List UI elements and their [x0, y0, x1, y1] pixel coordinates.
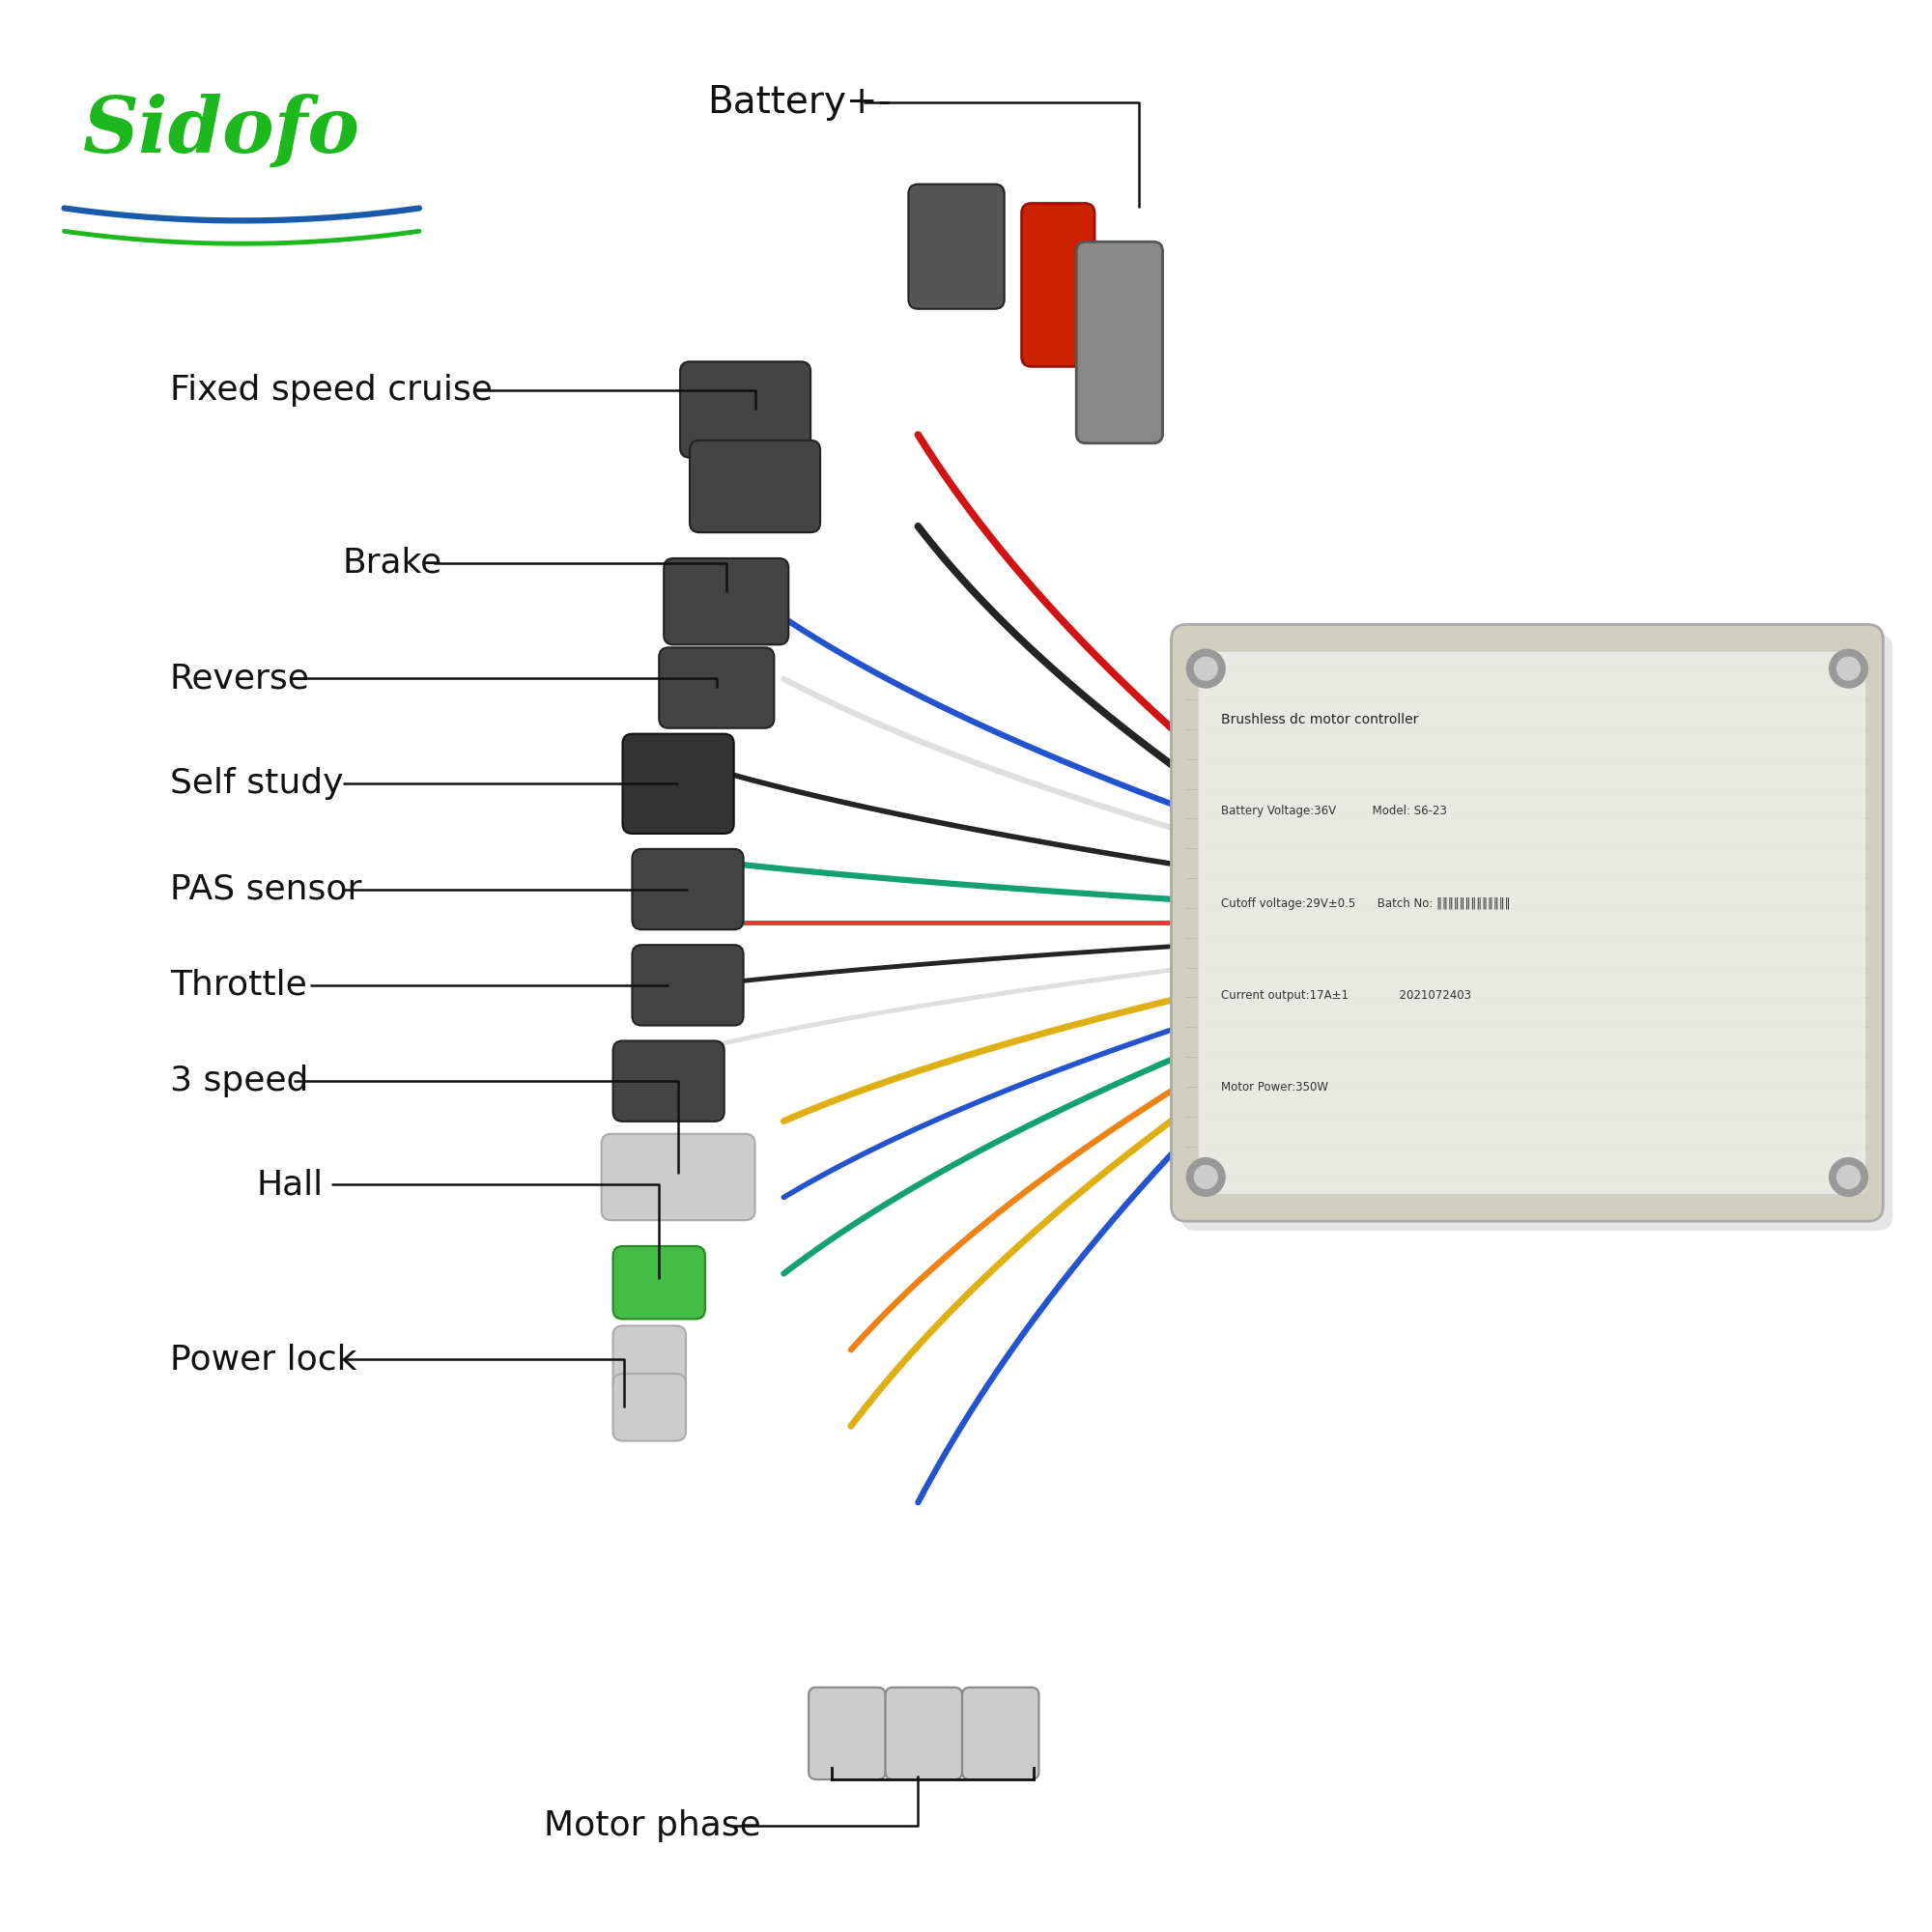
- Text: Brushless dc motor controller: Brushless dc motor controller: [1221, 713, 1418, 726]
- Circle shape: [1837, 657, 1861, 680]
- FancyBboxPatch shape: [680, 361, 811, 458]
- Text: Current output:17A±1              2021072403: Current output:17A±1 2021072403: [1221, 989, 1472, 1001]
- FancyBboxPatch shape: [622, 734, 734, 833]
- FancyBboxPatch shape: [810, 1687, 885, 1779]
- Circle shape: [1194, 657, 1217, 680]
- Text: Sidofo: Sidofo: [83, 93, 361, 168]
- Circle shape: [1186, 1157, 1225, 1196]
- FancyBboxPatch shape: [1022, 203, 1095, 367]
- Text: Fixed speed cruise: Fixed speed cruise: [170, 375, 493, 408]
- FancyBboxPatch shape: [1180, 634, 1893, 1231]
- Text: Battery Voltage:36V          Model: S6-23: Battery Voltage:36V Model: S6-23: [1221, 806, 1447, 817]
- Text: 3 speed: 3 speed: [170, 1065, 309, 1097]
- Text: Motor Power:350W: Motor Power:350W: [1221, 1082, 1329, 1094]
- Circle shape: [1830, 649, 1868, 688]
- FancyBboxPatch shape: [1198, 651, 1866, 1194]
- Text: Hall: Hall: [257, 1169, 323, 1202]
- Text: Motor phase: Motor phase: [545, 1808, 761, 1841]
- FancyBboxPatch shape: [885, 1687, 962, 1779]
- FancyBboxPatch shape: [962, 1687, 1039, 1779]
- Circle shape: [1186, 649, 1225, 688]
- Text: Throttle: Throttle: [170, 968, 307, 1001]
- Circle shape: [1194, 1165, 1217, 1188]
- FancyBboxPatch shape: [632, 848, 744, 929]
- Text: PAS sensor: PAS sensor: [170, 873, 361, 906]
- FancyBboxPatch shape: [1076, 242, 1163, 442]
- FancyBboxPatch shape: [665, 558, 788, 645]
- Text: Battery+-: Battery+-: [707, 85, 891, 122]
- FancyBboxPatch shape: [632, 945, 744, 1026]
- FancyBboxPatch shape: [690, 440, 821, 533]
- Text: Brake: Brake: [342, 547, 442, 580]
- Text: Self study: Self study: [170, 767, 344, 800]
- FancyBboxPatch shape: [601, 1134, 755, 1221]
- FancyBboxPatch shape: [1171, 624, 1884, 1221]
- FancyBboxPatch shape: [612, 1041, 724, 1121]
- FancyBboxPatch shape: [612, 1325, 686, 1393]
- FancyBboxPatch shape: [612, 1374, 686, 1441]
- FancyBboxPatch shape: [908, 184, 1005, 309]
- Text: Power lock: Power lock: [170, 1343, 357, 1376]
- Circle shape: [1830, 1157, 1868, 1196]
- FancyBboxPatch shape: [612, 1246, 705, 1320]
- FancyBboxPatch shape: [659, 647, 775, 728]
- Circle shape: [1837, 1165, 1861, 1188]
- Text: Cutoff voltage:29V±0.5      Batch No: ‖‖‖‖‖‖‖‖‖‖‖‖‖: Cutoff voltage:29V±0.5 Batch No: ‖‖‖‖‖‖‖…: [1221, 896, 1511, 910]
- Text: Reverse: Reverse: [170, 663, 309, 696]
